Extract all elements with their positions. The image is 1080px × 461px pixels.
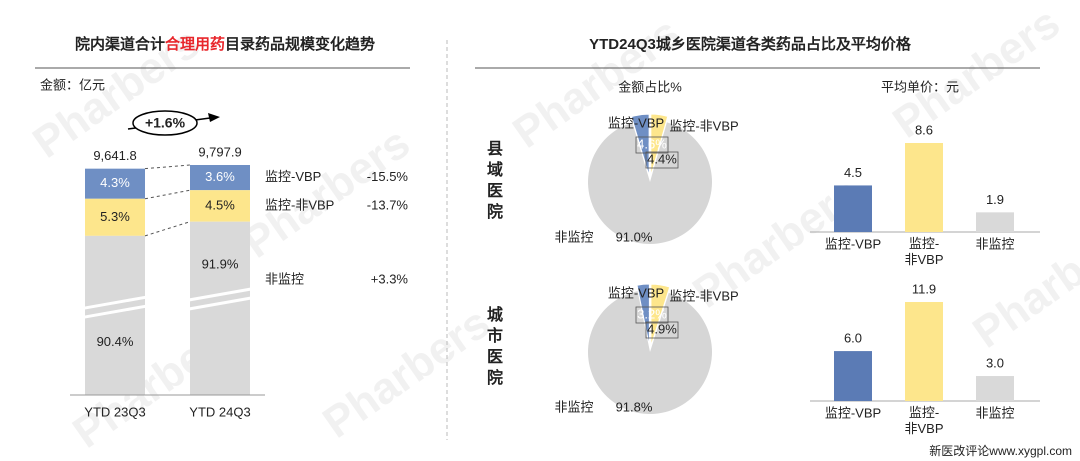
label-line: 非VBP xyxy=(904,421,943,436)
unit-label: 金额：亿元 xyxy=(40,77,105,92)
slice-name: 监控-非VBP xyxy=(669,118,738,133)
bar xyxy=(834,185,872,232)
x-tick-label: YTD 24Q3 xyxy=(189,404,250,419)
x-tick-label: 监控-VBP xyxy=(825,236,881,251)
segment-label: 91.9% xyxy=(202,256,239,271)
slice-name: 监控-VBP xyxy=(608,115,664,130)
row-label: 域 xyxy=(487,160,503,179)
pie-slice xyxy=(650,283,671,347)
x-tick-label: 监控-非VBP xyxy=(904,405,943,436)
x-tick-label: 非监控 xyxy=(975,236,1014,251)
title-part: 目录药品规模变化趋势 xyxy=(225,35,375,53)
footer: 新医改评论www.xygpl.com xyxy=(929,443,1072,458)
right-title: YTD24Q3城乡医院渠道各类药品占比及平均价格 xyxy=(589,35,912,53)
arrow-head xyxy=(208,113,220,122)
row-label: 医 xyxy=(487,182,503,200)
bar-segment xyxy=(85,198,145,236)
slice-label: 91.0% xyxy=(616,229,653,244)
change-label: +3.3% xyxy=(371,271,409,286)
growth-label: +1.6% xyxy=(145,115,186,131)
label-line: 非VBP xyxy=(904,252,943,267)
value-label: 4.5 xyxy=(844,165,862,180)
series-label: 监控-非VBP xyxy=(265,197,334,212)
bar-subtitle: 平均单价：元 xyxy=(881,79,959,94)
connector xyxy=(144,164,191,170)
pie-slice xyxy=(650,113,669,177)
x-tick-label: 非监控 xyxy=(975,405,1014,420)
segment-label: 4.3% xyxy=(100,175,130,190)
x-tick-label: YTD 23Q3 xyxy=(84,404,145,419)
segment-label: 3.6% xyxy=(205,169,235,184)
total-label: 9,641.8 xyxy=(93,148,136,163)
change-label: -15.5% xyxy=(367,169,409,184)
value-label: 6.0 xyxy=(844,331,862,346)
watermark: Pharbers xyxy=(314,298,498,448)
row-label: 市 xyxy=(487,326,503,345)
change-label: -13.7% xyxy=(367,197,409,212)
pie-subtitle: 金额占比% xyxy=(618,79,682,94)
bar xyxy=(976,212,1014,232)
title-part-highlight: 合理用药 xyxy=(164,35,225,53)
row-label: 院 xyxy=(487,202,503,221)
segment-label: 90.4% xyxy=(97,334,134,349)
series-label: 非监控 xyxy=(265,271,304,286)
pie-slice xyxy=(588,122,712,244)
series-label: 监控-VBP xyxy=(265,169,321,184)
bar-segment xyxy=(85,168,145,199)
title-part: 院内渠道合计 xyxy=(75,35,165,53)
label-line: 监控- xyxy=(909,236,939,251)
axis-break xyxy=(185,287,255,302)
slice-label: 91.8% xyxy=(616,399,653,414)
slice-name: 非监控 xyxy=(554,229,593,244)
pie-slice xyxy=(630,113,650,177)
row-label: 县 xyxy=(487,140,503,158)
x-tick-label: 监控-VBP xyxy=(825,405,881,420)
label-box xyxy=(645,321,679,339)
x-tick-label: 监控-非VBP xyxy=(904,236,943,267)
bar xyxy=(905,143,943,232)
slice-label: 4.9% xyxy=(647,321,677,336)
growth-badge xyxy=(132,110,198,136)
value-label: 1.9 xyxy=(986,192,1004,207)
bar-segment xyxy=(190,190,250,222)
row-label: 城 xyxy=(487,306,503,324)
slice-name: 监控-VBP xyxy=(608,285,664,300)
slice-name: 监控-非VBP xyxy=(669,288,738,303)
total-label: 9,797.9 xyxy=(198,144,241,159)
segment-label: 4.5% xyxy=(205,197,235,212)
value-label: 11.9 xyxy=(912,281,936,296)
left-title: 院内渠道合计合理用药目录药品规模变化趋势 xyxy=(75,35,375,53)
axis-break xyxy=(80,295,150,311)
segment-label: 5.3% xyxy=(100,209,130,224)
slice-label: 4.4% xyxy=(647,151,677,166)
row-label: 医 xyxy=(487,348,503,366)
axis-break xyxy=(185,296,255,311)
axis-break xyxy=(80,304,150,320)
value-label: 3.0 xyxy=(986,355,1004,370)
pie-slice xyxy=(587,291,712,414)
value-label: 8.6 xyxy=(915,122,933,137)
slice-name: 非监控 xyxy=(554,399,593,414)
row-label: 院 xyxy=(487,368,503,387)
label-box xyxy=(635,136,669,154)
slice-label: 4.6% xyxy=(637,136,667,151)
bar-segment xyxy=(190,165,250,191)
label-box xyxy=(645,151,679,169)
watermark: Pharbers xyxy=(884,0,1068,148)
label-box xyxy=(635,306,669,324)
label-line: 监控- xyxy=(909,405,939,420)
bar xyxy=(834,351,872,401)
bar xyxy=(976,376,1014,401)
bar xyxy=(905,302,943,401)
slice-label: 3.2% xyxy=(637,306,667,321)
connector xyxy=(144,189,191,200)
watermark: Pharbers xyxy=(234,118,418,268)
connector xyxy=(144,221,191,237)
